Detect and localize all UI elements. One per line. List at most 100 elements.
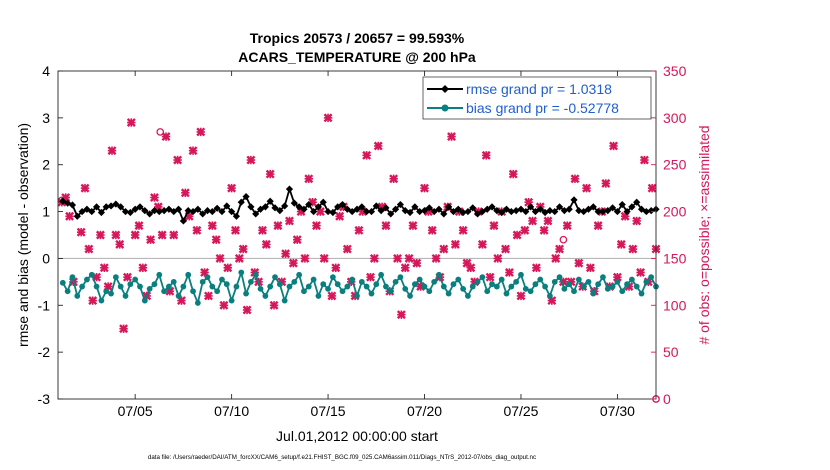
rmse-point [237, 198, 245, 206]
rmse-point [440, 210, 448, 218]
obs-assimilated-marker [485, 272, 495, 282]
bias-point [74, 293, 81, 299]
rmse-point [281, 202, 289, 210]
bias-point [320, 281, 327, 288]
rmse-point [599, 207, 607, 216]
rmse-point [478, 207, 486, 216]
obs-assimilated-marker [99, 263, 109, 273]
rmse-point [223, 202, 231, 210]
bias-point [339, 288, 346, 295]
rmse-point [334, 203, 342, 211]
y-right-tick-label: 350 [663, 63, 687, 79]
obs-assimilated-marker [551, 253, 561, 263]
bias-series-line [62, 271, 657, 304]
obs-assimilated-marker [647, 183, 657, 193]
bias-point [267, 283, 274, 290]
obs-assimilated-marker [574, 258, 584, 268]
obs-assimilated-marker [88, 296, 98, 306]
obs-assimilated-marker [369, 253, 379, 263]
obs-assimilated-marker [481, 150, 491, 160]
rmse-point [141, 207, 149, 215]
bias-point [127, 281, 134, 288]
rmse-point [517, 205, 525, 213]
obs-assimilated-marker [381, 221, 391, 231]
y-right-tick-label: 100 [663, 297, 687, 313]
rmse-point [411, 203, 419, 211]
bias-point [103, 288, 110, 295]
legend-bias-marker [441, 104, 449, 112]
y-tick-label: -3 [38, 391, 51, 407]
bias-point [436, 271, 442, 278]
obs-assimilated-marker [234, 253, 244, 263]
bias-point [633, 283, 640, 290]
bias-point [609, 283, 616, 290]
obs-possible-marker [559, 235, 568, 244]
obs-assimilated-marker [543, 216, 553, 226]
rmse-point [194, 205, 202, 213]
obs-assimilated-marker [570, 174, 580, 184]
bias-point [450, 281, 457, 288]
rmse-point [146, 210, 154, 218]
x-tick-label: 07/05 [118, 403, 153, 419]
bias-point [344, 283, 351, 290]
bias-point [363, 283, 370, 290]
bias-point [180, 283, 187, 290]
bias-point [402, 285, 409, 292]
rmse-point [309, 207, 318, 216]
series-layer [59, 185, 660, 306]
bias-point [373, 281, 380, 288]
obs-assimilated-marker [562, 221, 572, 231]
obs-assimilated-marker [531, 263, 541, 273]
bias-point [503, 290, 510, 297]
rmse-point [247, 203, 255, 211]
bias-point [566, 281, 573, 288]
obs-assimilated-marker [323, 113, 333, 123]
obs-assimilated-marker [65, 211, 75, 221]
bias-point [79, 283, 86, 290]
bias-point [571, 288, 577, 295]
rmse-point [88, 207, 96, 216]
obs-assimilated-marker [504, 268, 514, 277]
rmse-point [107, 202, 115, 210]
obs-assimilated-marker [238, 244, 248, 254]
rmse-point [117, 203, 125, 211]
legend-bias-label: bias grand pr = -0.52778 [466, 100, 619, 116]
rmse-point [575, 207, 583, 215]
bias-point [527, 288, 534, 295]
rmse-point [493, 207, 501, 215]
bias-point [416, 276, 423, 283]
bias-point [383, 283, 389, 290]
bias-point [537, 276, 544, 283]
bias-point [421, 283, 428, 290]
rmse-point [541, 208, 549, 217]
obs-assimilated-marker [146, 235, 156, 245]
bias-point [445, 290, 452, 297]
rmse-point [324, 207, 332, 216]
bias-point [440, 283, 447, 290]
obs-assimilated-marker [126, 118, 136, 127]
bias-point [69, 274, 76, 281]
rmse-point [102, 203, 110, 211]
rmse-point [570, 196, 578, 204]
obs-assimilated-marker [231, 225, 240, 235]
rmse-point [290, 199, 298, 207]
obs-assimilated-marker [107, 146, 117, 156]
obs-assimilated-marker [258, 225, 267, 235]
rmse-point [618, 200, 626, 209]
obs-assimilated-marker [366, 272, 375, 282]
bias-point [151, 281, 158, 288]
rmse-point [459, 208, 467, 217]
x-tick-label: 07/20 [407, 403, 442, 419]
bias-point [354, 293, 360, 299]
rmse-point [401, 207, 409, 215]
bias-point [368, 290, 375, 297]
obs-assimilated-marker [335, 211, 345, 221]
obs-assimilated-marker [493, 253, 503, 263]
rmse-point [97, 208, 106, 217]
bias-point [175, 293, 182, 299]
rmse-point [464, 207, 472, 216]
obs-assimilated-marker [169, 230, 179, 240]
rmse-point [199, 210, 207, 218]
obs-assimilated-marker [450, 239, 460, 249]
